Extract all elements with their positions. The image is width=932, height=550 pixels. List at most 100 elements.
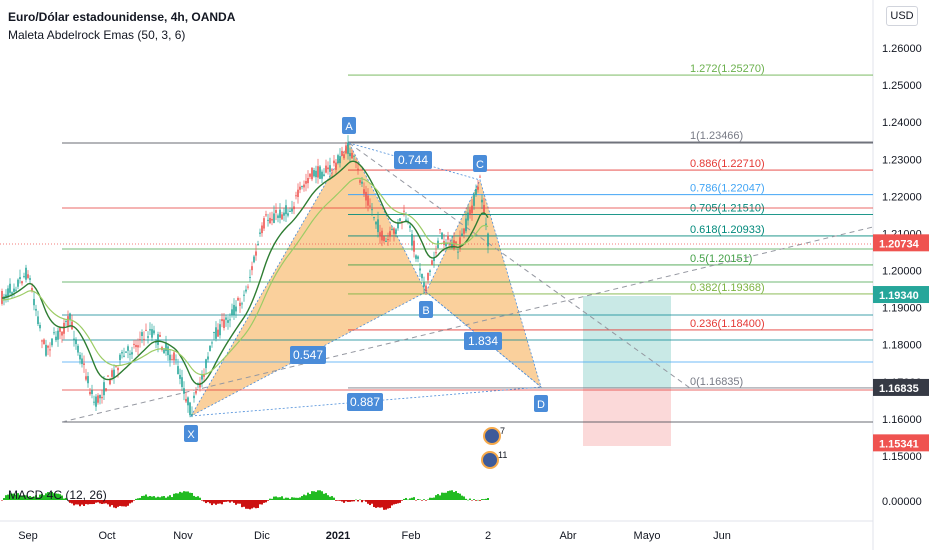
macd-bar — [53, 493, 55, 500]
macd-bar — [139, 497, 141, 500]
ema-fast-line — [1, 160, 489, 386]
candle-body — [219, 324, 221, 336]
fib-level-label: 1(1.23466) — [690, 130, 743, 142]
macd-bar — [367, 500, 369, 504]
macd-bar — [187, 491, 189, 500]
event-badge-count: 11 — [498, 450, 507, 460]
macd-bar — [285, 497, 287, 500]
macd-bar — [207, 500, 209, 503]
macd-bar — [161, 496, 163, 500]
candle-body — [317, 166, 319, 178]
macd-bar — [41, 494, 43, 500]
candle-body — [131, 352, 133, 355]
candle-body — [175, 359, 177, 361]
pattern-point-marker — [473, 155, 487, 172]
macd-bar — [195, 496, 197, 500]
candle-body — [163, 349, 165, 354]
currency-button[interactable]: USD — [886, 6, 918, 26]
y-tick-label: 1.15000 — [882, 451, 922, 463]
macd-bar — [5, 495, 7, 500]
macd-bar — [459, 493, 461, 500]
fib-level-label: 1.272(1.25270) — [690, 63, 765, 75]
macd-bar — [335, 500, 337, 501]
candle-body — [269, 217, 271, 224]
macd-bar — [107, 500, 109, 505]
candle-body — [333, 160, 335, 164]
candle-body — [449, 243, 451, 245]
candle-body — [51, 338, 53, 346]
candle-body — [135, 344, 137, 348]
macd-bar — [105, 500, 107, 504]
candle-body — [485, 223, 487, 225]
macd-bar — [299, 497, 301, 500]
macd-bar — [181, 492, 183, 500]
candle-body — [297, 189, 299, 197]
candle-body — [399, 218, 401, 221]
macd-bar — [21, 495, 23, 500]
macd-bar — [271, 498, 273, 500]
macd-bar — [9, 493, 11, 500]
candle-body — [7, 288, 9, 297]
macd-bar — [369, 500, 371, 506]
macd-bar — [211, 500, 213, 506]
candle-body — [319, 166, 321, 179]
candle-body — [153, 330, 155, 334]
candle-body — [327, 167, 329, 170]
macd-bar — [337, 500, 339, 501]
macd-bar — [313, 491, 315, 500]
macd-bar — [303, 494, 305, 500]
candle-body — [275, 210, 277, 213]
macd-bar — [215, 500, 217, 505]
macd-bar — [177, 493, 179, 500]
macd-bar — [189, 492, 191, 500]
candle-body — [447, 235, 449, 240]
macd-bar — [115, 500, 117, 509]
candle-body — [343, 154, 345, 159]
candle-body — [103, 382, 105, 396]
macd-bar — [223, 500, 225, 502]
macd-bar — [171, 497, 173, 500]
macd-bar — [381, 500, 383, 508]
candle-body — [97, 395, 99, 403]
macd-bar — [397, 500, 399, 504]
candle-body — [249, 276, 251, 278]
event-badge-count: 7 — [500, 426, 505, 436]
macd-bar — [109, 500, 111, 507]
candle-body — [299, 186, 301, 190]
candle-body — [15, 289, 17, 291]
candle-body — [27, 274, 29, 278]
candle-body — [265, 214, 267, 216]
candle-body — [325, 165, 327, 173]
macd-bar — [385, 500, 387, 510]
candle-body — [459, 237, 461, 249]
candle-body — [29, 278, 31, 280]
macd-bar — [407, 499, 409, 501]
candle-body — [241, 303, 243, 305]
candle-body — [33, 298, 35, 306]
macd-bar — [475, 500, 477, 501]
macd-bar — [65, 497, 67, 500]
macd-bar — [477, 499, 479, 501]
candle-body — [39, 324, 41, 329]
macd-bar — [287, 497, 289, 500]
candle-body — [487, 233, 489, 247]
trendline-dashed — [61, 226, 874, 423]
macd-bar — [429, 497, 431, 500]
macd-bar — [295, 497, 297, 500]
candle-body — [315, 170, 317, 178]
candle-body — [369, 205, 371, 207]
y-tick-label: 1.26000 — [882, 43, 922, 55]
macd-bar — [229, 500, 231, 503]
macd-bar — [13, 493, 15, 500]
macd-bar — [129, 500, 131, 504]
macd-bar — [89, 500, 91, 505]
macd-bar — [279, 497, 281, 500]
price-axis-label: 1.15341 — [879, 438, 919, 450]
x-axis-ticks: Sep Oct Nov Dic 2021 Feb 2 Abr Mayo Jun — [18, 530, 731, 542]
candle-body — [259, 232, 261, 234]
macd-bar — [217, 500, 219, 504]
macd-bar — [427, 499, 429, 500]
macd-bar — [453, 492, 455, 500]
y-axis-ticks: 1.260001.250001.240001.230001.220001.210… — [882, 43, 922, 463]
